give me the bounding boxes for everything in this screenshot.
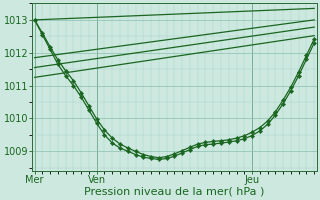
X-axis label: Pression niveau de la mer( hPa ): Pression niveau de la mer( hPa ) [84, 187, 265, 197]
